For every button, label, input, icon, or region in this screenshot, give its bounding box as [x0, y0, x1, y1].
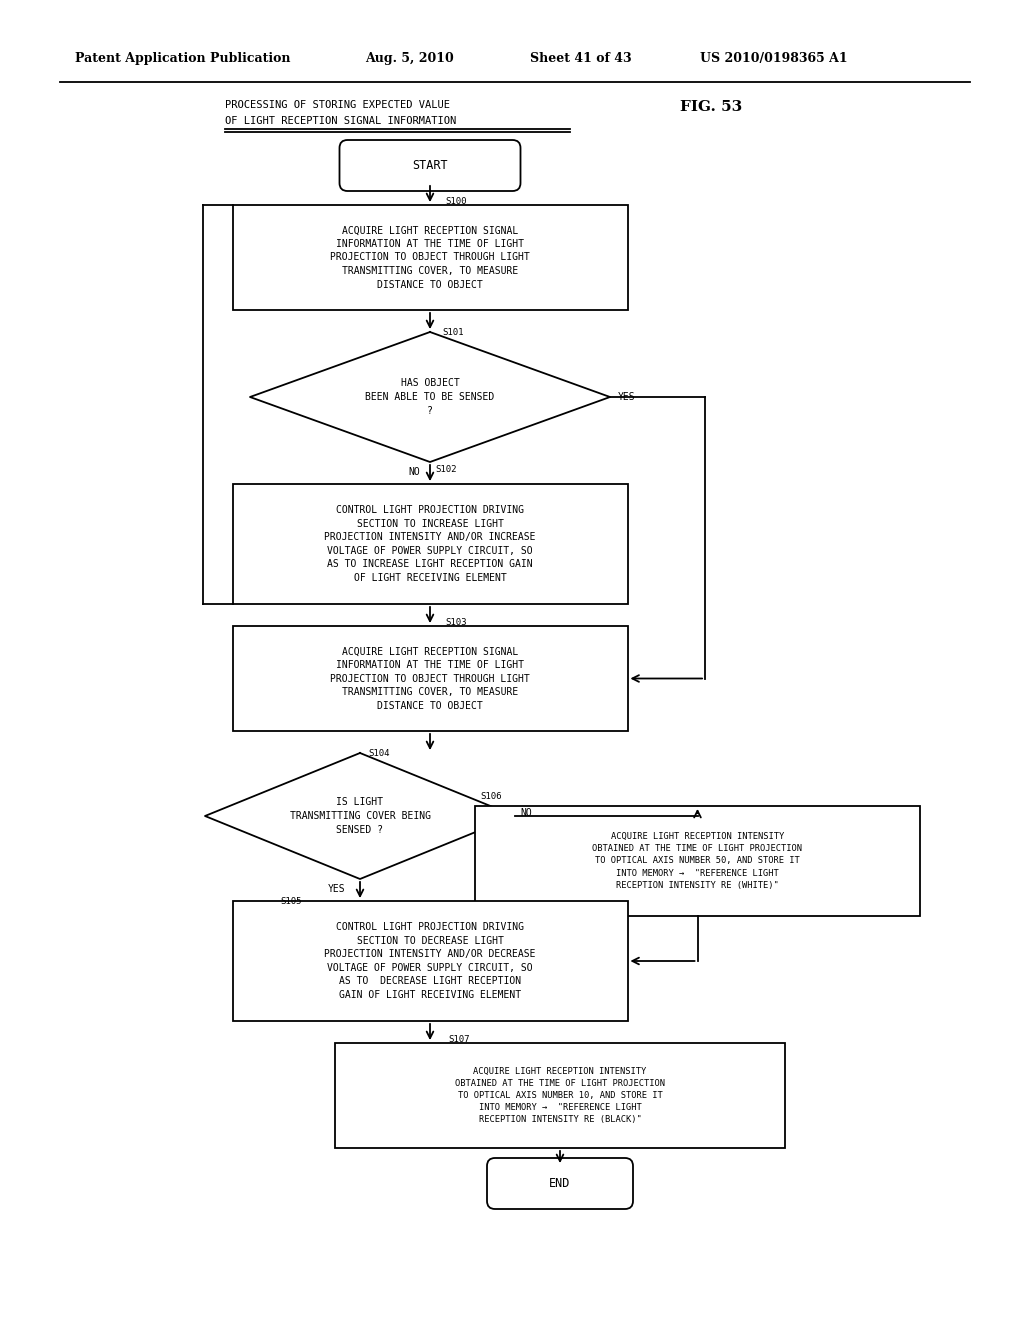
Polygon shape: [250, 333, 610, 462]
Bar: [475, 807, 920, 916]
FancyBboxPatch shape: [487, 1158, 633, 1209]
Text: END: END: [549, 1177, 570, 1191]
Text: START: START: [413, 158, 447, 172]
Text: ACQUIRE LIGHT RECEPTION SIGNAL
INFORMATION AT THE TIME OF LIGHT
PROJECTION TO OB: ACQUIRE LIGHT RECEPTION SIGNAL INFORMATI…: [330, 226, 529, 289]
Polygon shape: [205, 752, 515, 879]
Text: CONTROL LIGHT PROJECTION DRIVING
SECTION TO INCREASE LIGHT
PROJECTION INTENSITY : CONTROL LIGHT PROJECTION DRIVING SECTION…: [325, 506, 536, 583]
Text: S103: S103: [445, 618, 467, 627]
Text: PROCESSING OF STORING EXPECTED VALUE: PROCESSING OF STORING EXPECTED VALUE: [225, 100, 450, 110]
Text: S100: S100: [445, 197, 467, 206]
Text: YES: YES: [328, 884, 345, 894]
Bar: [232, 484, 628, 605]
Text: Patent Application Publication: Patent Application Publication: [75, 51, 291, 65]
Bar: [335, 1043, 785, 1148]
Text: YES: YES: [618, 392, 636, 403]
Text: S102: S102: [435, 465, 457, 474]
Bar: [232, 902, 628, 1020]
Text: Aug. 5, 2010: Aug. 5, 2010: [365, 51, 454, 65]
Text: S101: S101: [442, 327, 464, 337]
Text: ACQUIRE LIGHT RECEPTION INTENSITY
OBTAINED AT THE TIME OF LIGHT PROJECTION
TO OP: ACQUIRE LIGHT RECEPTION INTENSITY OBTAIN…: [455, 1067, 665, 1125]
Text: Sheet 41 of 43: Sheet 41 of 43: [530, 51, 632, 65]
Text: US 2010/0198365 A1: US 2010/0198365 A1: [700, 51, 848, 65]
Text: S105: S105: [280, 898, 301, 906]
Text: S107: S107: [449, 1035, 469, 1044]
Text: OF LIGHT RECEPTION SIGNAL INFORMATION: OF LIGHT RECEPTION SIGNAL INFORMATION: [225, 116, 457, 125]
Text: CONTROL LIGHT PROJECTION DRIVING
SECTION TO DECREASE LIGHT
PROJECTION INTENSITY : CONTROL LIGHT PROJECTION DRIVING SECTION…: [325, 921, 536, 1001]
FancyBboxPatch shape: [340, 140, 520, 191]
Text: NO: NO: [409, 467, 420, 477]
Text: ACQUIRE LIGHT RECEPTION INTENSITY
OBTAINED AT THE TIME OF LIGHT PROJECTION
TO OP: ACQUIRE LIGHT RECEPTION INTENSITY OBTAIN…: [593, 832, 803, 890]
Bar: [232, 205, 628, 310]
Text: FIG. 53: FIG. 53: [680, 100, 742, 114]
Text: ACQUIRE LIGHT RECEPTION SIGNAL
INFORMATION AT THE TIME OF LIGHT
PROJECTION TO OB: ACQUIRE LIGHT RECEPTION SIGNAL INFORMATI…: [330, 647, 529, 710]
Bar: [232, 626, 628, 731]
Text: S106: S106: [480, 792, 502, 801]
Text: S104: S104: [368, 748, 389, 758]
Text: NO: NO: [520, 808, 531, 818]
Text: HAS OBJECT
BEEN ABLE TO BE SENSED
?: HAS OBJECT BEEN ABLE TO BE SENSED ?: [366, 379, 495, 416]
Text: IS LIGHT
TRANSMITTING COVER BEING
SENSED ?: IS LIGHT TRANSMITTING COVER BEING SENSED…: [290, 797, 430, 834]
